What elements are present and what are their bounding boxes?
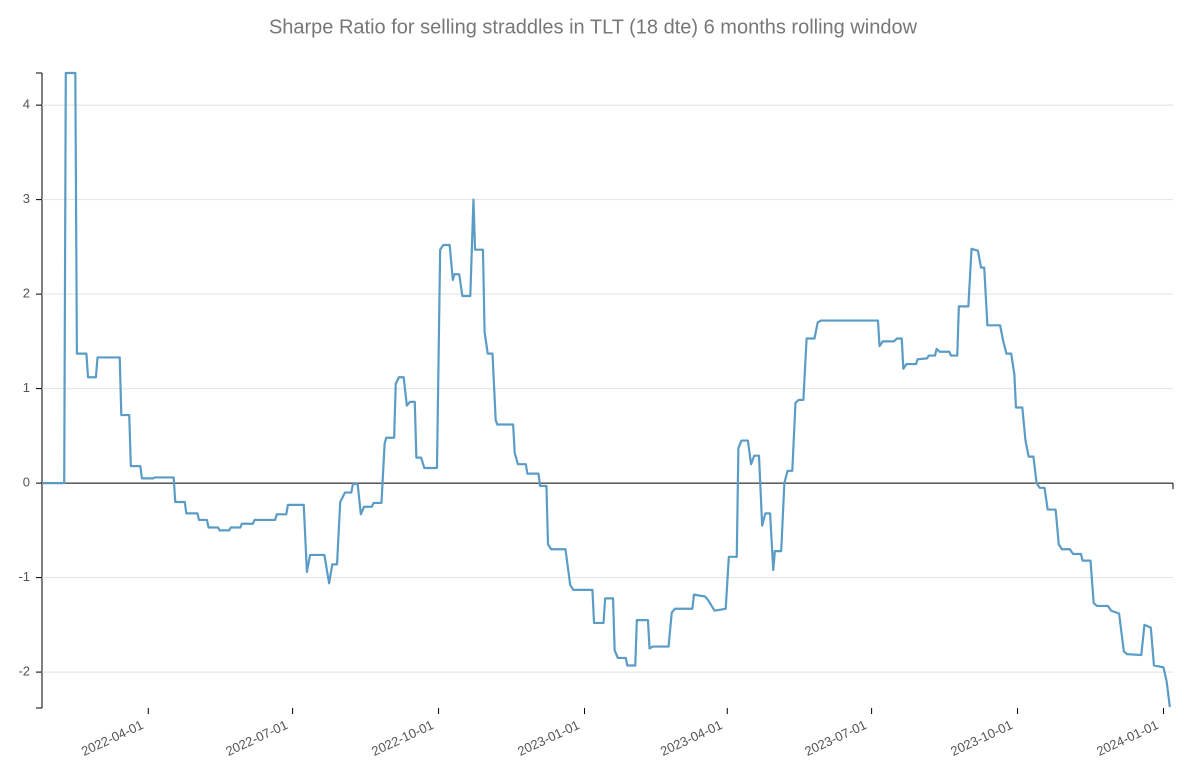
y-tick-label: 0 (23, 475, 30, 490)
y-tick-label: 4 (23, 97, 30, 112)
x-tick-label: 2022-04-01 (79, 717, 146, 759)
x-tick-label: 2022-10-01 (369, 717, 436, 759)
data-line (42, 71, 1171, 708)
x-tick-label: 2022-07-01 (223, 717, 290, 759)
y-tick-label: -1 (18, 569, 30, 584)
x-tick-label: 2024-01-01 (1094, 717, 1161, 759)
y-tick-label: -2 (18, 664, 30, 679)
y-tick-label: 1 (23, 380, 30, 395)
x-tick-label: 2023-04-01 (658, 717, 725, 759)
x-tick-label: 2023-07-01 (802, 717, 869, 759)
y-tick-label: 2 (23, 286, 30, 301)
y-tick-label: 3 (23, 191, 30, 206)
x-tick-label: 2023-10-01 (948, 717, 1015, 759)
x-tick-label: 2023-01-01 (515, 717, 582, 759)
chart-title: Sharpe Ratio for selling straddles in TL… (269, 16, 918, 38)
